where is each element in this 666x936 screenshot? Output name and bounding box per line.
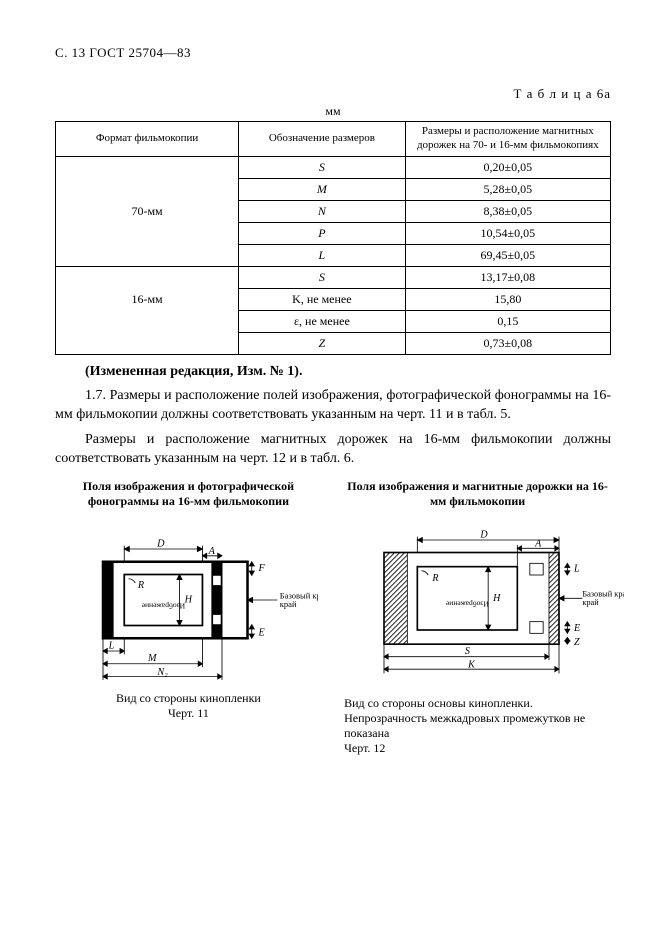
cell-val: 0,20±0,05 xyxy=(405,156,610,178)
figure-12: Поля изображения и магнитные дорожки на … xyxy=(344,479,611,756)
cell-val: 10,54±0,05 xyxy=(405,222,610,244)
figure-12-caption: Вид со стороны основы кинопленки. Непроз… xyxy=(344,696,611,756)
svg-text:K: K xyxy=(467,659,476,670)
cell-fmt: 16-мм xyxy=(56,288,239,310)
table-row: 70-мм N 8,38±0,05 xyxy=(56,200,611,222)
cell-val: 15,80 xyxy=(405,288,610,310)
paragraph-17b: Размеры и расположение магнитных дорожек… xyxy=(55,431,611,469)
cell-fmt: 70-мм xyxy=(56,200,239,222)
figure-12-title: Поля изображения и магнитные дорожки на … xyxy=(344,479,611,509)
svg-text:L: L xyxy=(573,564,580,575)
svg-text:край: край xyxy=(582,598,599,607)
paragraph-17a: 1.7. Размеры и расположение полей изобра… xyxy=(55,387,611,425)
cell-sym: ε, не менее xyxy=(239,310,406,332)
figure-11-svg: D A F E R H L M N₂ Базовый край край Изо… xyxy=(58,515,318,685)
svg-text:S: S xyxy=(465,646,470,657)
table-label: Т а б л и ц а 6а xyxy=(55,86,611,102)
figure-11: Поля изображения и фотографической фоног… xyxy=(55,479,322,756)
cell-sym: L xyxy=(239,244,406,266)
svg-text:R: R xyxy=(431,573,438,584)
cell-sym: M xyxy=(239,178,406,200)
table-row: S 13,17±0,08 xyxy=(56,266,611,288)
svg-text:L: L xyxy=(108,640,115,651)
cell-val: 0,73±0,08 xyxy=(405,332,610,354)
cell-sym: N xyxy=(239,200,406,222)
figure-12-svg: D A R H L E Z S K Базовый край край Изоб… xyxy=(344,515,624,690)
cell-val: 5,28±0,05 xyxy=(405,178,610,200)
changed-edition: (Измененная редакция, Изм. № 1). xyxy=(55,363,611,382)
cell-sym: Z xyxy=(239,332,406,354)
svg-text:D: D xyxy=(157,538,166,549)
figure-11-title: Поля изображения и фотографической фоног… xyxy=(55,479,322,509)
svg-text:A: A xyxy=(208,546,216,557)
cell-sym: K, не менее xyxy=(239,288,406,310)
svg-text:F: F xyxy=(258,563,266,574)
page-header: С. 13 ГОСТ 25704—83 xyxy=(55,45,611,61)
svg-text:E: E xyxy=(573,623,580,634)
figure-11-caption: Вид со стороны кинопленки Черт. 11 xyxy=(55,691,322,721)
cell-sym: S xyxy=(239,156,406,178)
cell-val: 8,38±0,05 xyxy=(405,200,610,222)
svg-text:R: R xyxy=(137,580,145,591)
col-symbol: Обозначение размеров xyxy=(239,122,406,157)
col-format: Формат фильмокопии xyxy=(56,122,239,157)
cell-val: 69,45±0,05 xyxy=(405,244,610,266)
table-row: Z 0,73±0,08 xyxy=(56,332,611,354)
svg-text:H: H xyxy=(492,593,501,604)
svg-text:E: E xyxy=(258,628,266,639)
table-row: L 69,45±0,05 xyxy=(56,244,611,266)
table-row: S 0,20±0,05 xyxy=(56,156,611,178)
table-row: 16-мм K, не менее 15,80 xyxy=(56,288,611,310)
svg-text:край: край xyxy=(280,599,297,609)
cell-val: 0,15 xyxy=(405,310,610,332)
svg-text:Изображение: Изображение xyxy=(445,600,488,609)
cell-sym: P xyxy=(239,222,406,244)
svg-text:N₂: N₂ xyxy=(157,667,169,678)
dimensions-table: Формат фильмокопии Обозначение размеров … xyxy=(55,121,611,355)
table-row: ε, не менее 0,15 xyxy=(56,310,611,332)
svg-text:D: D xyxy=(480,529,489,540)
svg-text:M: M xyxy=(147,653,157,664)
svg-text:A: A xyxy=(534,539,542,550)
table-row: P 10,54±0,05 xyxy=(56,222,611,244)
svg-text:Изображение: Изображение xyxy=(141,601,185,610)
unit-line: мм xyxy=(55,104,611,119)
svg-text:Z: Z xyxy=(574,637,580,648)
col-values: Размеры и расположение магнитных дорожек… xyxy=(405,122,610,157)
table-row: M 5,28±0,05 xyxy=(56,178,611,200)
cell-sym: S xyxy=(239,266,406,288)
cell-val: 13,17±0,08 xyxy=(405,266,610,288)
